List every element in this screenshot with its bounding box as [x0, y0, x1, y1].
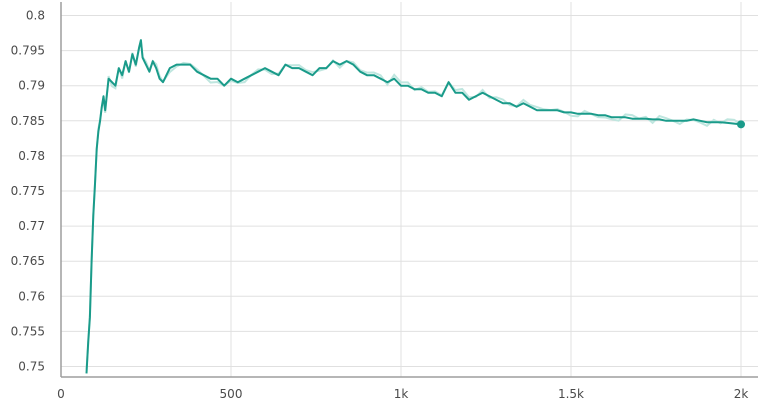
raw-series-line [85, 41, 742, 370]
y-tick-label: 0.755 [11, 324, 45, 338]
series-line [85, 39, 742, 374]
y-tick-label: 0.77 [18, 219, 45, 233]
x-tick-label: 1k [394, 387, 409, 401]
series-end-marker [737, 120, 745, 129]
x-tick-label: 500 [220, 387, 243, 401]
grid-lines [61, 2, 758, 377]
y-tick-label: 0.78 [18, 149, 45, 163]
x-tick-label: 2k [734, 387, 749, 401]
x-tick-labels: 0 500 1k 1.5k 2k [57, 387, 748, 401]
raw-series [85, 41, 742, 370]
y-tick-label: 0.795 [11, 44, 45, 58]
x-tick-label: 0 [57, 387, 65, 401]
y-tick-labels: 0.75 0.755 0.76 0.765 0.77 0.775 0.78 0.785 0.79… [11, 9, 45, 374]
y-tick-label: 0.8 [26, 9, 45, 23]
y-tick-label: 0.79 [18, 79, 45, 93]
smoothed-series [85, 39, 745, 374]
axes [60, 2, 758, 378]
y-tick-label: 0.76 [18, 289, 45, 303]
y-tick-label: 0.785 [11, 114, 45, 128]
x-tick-label: 1.5k [558, 387, 584, 401]
y-tick-label: 0.75 [18, 359, 45, 373]
y-tick-label: 0.775 [11, 184, 45, 198]
y-tick-label: 0.765 [11, 254, 45, 268]
